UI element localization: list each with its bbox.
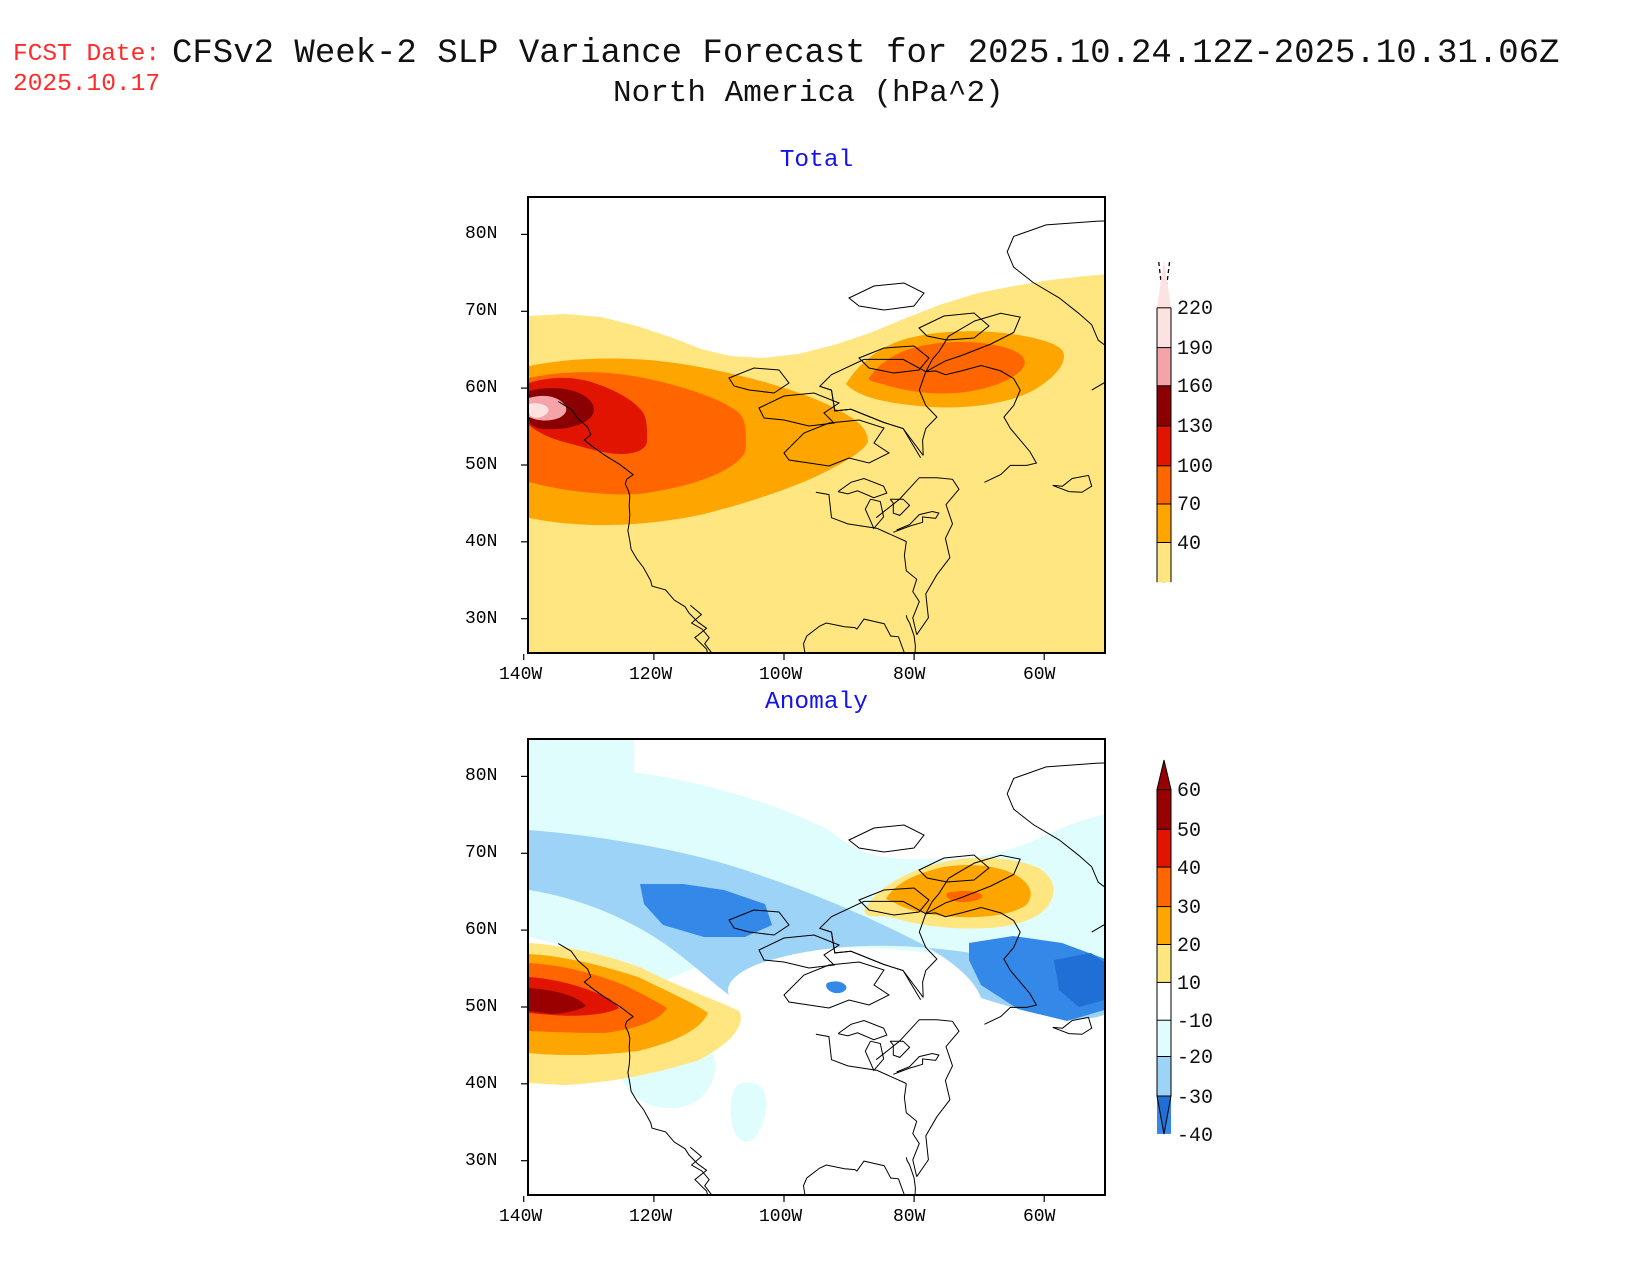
svg-text:-10: -10 — [1177, 1011, 1213, 1034]
svg-text:-30: -30 — [1177, 1087, 1213, 1110]
svg-text:40: 40 — [1177, 533, 1201, 556]
svg-text:190: 190 — [1177, 338, 1213, 361]
svg-text:20: 20 — [1177, 935, 1201, 958]
svg-text:10: 10 — [1177, 973, 1201, 996]
svg-text:50: 50 — [1177, 820, 1201, 843]
svg-text:160: 160 — [1177, 376, 1213, 399]
svg-text:-20: -20 — [1177, 1047, 1213, 1070]
svg-text:-40: -40 — [1177, 1125, 1213, 1148]
svg-text:130: 130 — [1177, 416, 1213, 439]
svg-text:40: 40 — [1177, 858, 1201, 881]
svg-text:60: 60 — [1177, 780, 1201, 803]
svg-text:220: 220 — [1177, 298, 1213, 321]
svg-text:30: 30 — [1177, 897, 1201, 920]
svg-text:70: 70 — [1177, 494, 1201, 517]
svg-text:100: 100 — [1177, 456, 1213, 479]
